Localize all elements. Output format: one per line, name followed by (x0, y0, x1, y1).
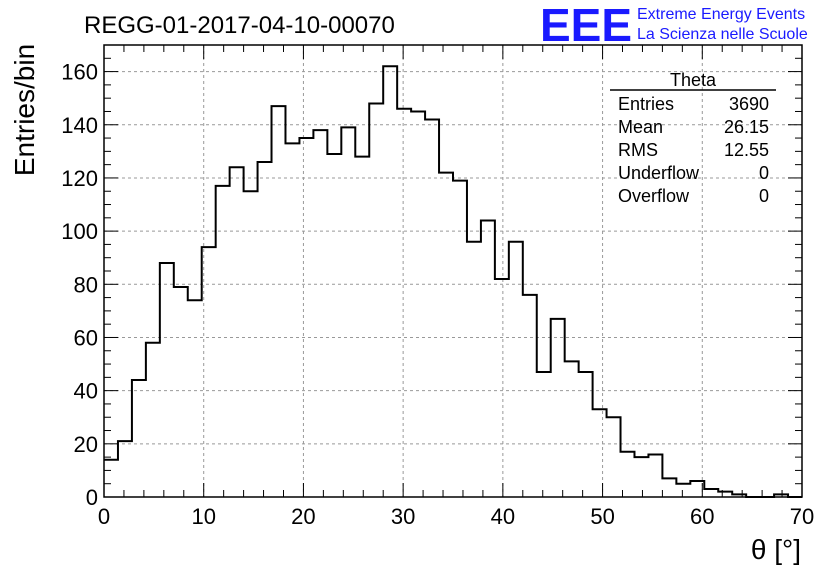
y-tick-label: 40 (74, 379, 98, 404)
y-tick-label: 140 (61, 113, 98, 138)
logo-line-2: La Scienza nelle Scuole (637, 26, 808, 43)
y-axis-label: Entries/bin (9, 44, 40, 176)
x-tick-label: 60 (690, 504, 714, 529)
x-tick-label: 0 (98, 504, 110, 529)
plot-frame (103, 44, 803, 498)
y-tick-label: 120 (61, 166, 98, 191)
y-tick-label: 80 (74, 272, 98, 297)
y-tick-label: 100 (61, 219, 98, 244)
stat-underflow-label: Underflow (618, 163, 700, 183)
x-tick-label: 50 (590, 504, 614, 529)
x-tick-label: 70 (790, 504, 814, 529)
axis-ticks (103, 44, 803, 498)
histogram-line (104, 65, 802, 498)
stats-title: Theta (670, 70, 717, 90)
y-tick-label: 20 (74, 432, 98, 457)
stat-overflow-label: Overflow (618, 186, 690, 206)
y-tick-label: 60 (74, 325, 98, 350)
x-tick-label: 40 (491, 504, 515, 529)
stat-underflow-value: 0 (759, 163, 769, 183)
stat-overflow-value: 0 (759, 186, 769, 206)
eee-logo-letters: EEE (540, 0, 632, 51)
x-tick-label: 30 (391, 504, 415, 529)
x-axis-label: θ [°] (751, 534, 801, 565)
y-tick-label: 0 (86, 485, 98, 510)
y-tick-label: 160 (61, 60, 98, 85)
stat-mean-value: 26.15 (724, 117, 769, 137)
tick-labels: 0 10 20 30 40 50 60 70 0 20 40 60 80 100 120 140 160 (61, 60, 814, 529)
stat-rms-label: RMS (618, 140, 658, 160)
x-tick-label: 20 (291, 504, 315, 529)
stat-rms-value: 12.55 (724, 140, 769, 160)
x-tick-label: 10 (191, 504, 215, 529)
stat-entries-value: 3690 (729, 94, 769, 114)
logo-line-1: Extreme Energy Events (637, 6, 805, 23)
stat-mean-label: Mean (618, 117, 663, 137)
stat-entries-label: Entries (618, 94, 674, 114)
grid-lines (104, 45, 802, 497)
stats-box: Theta Entries 3690 Mean 26.15 RMS 12.55 … (610, 70, 776, 206)
run-title: REGG-01-2017-04-10-00070 (84, 12, 395, 39)
eee-logo: EEE Extreme Energy Events La Scienza nel… (540, 0, 808, 51)
